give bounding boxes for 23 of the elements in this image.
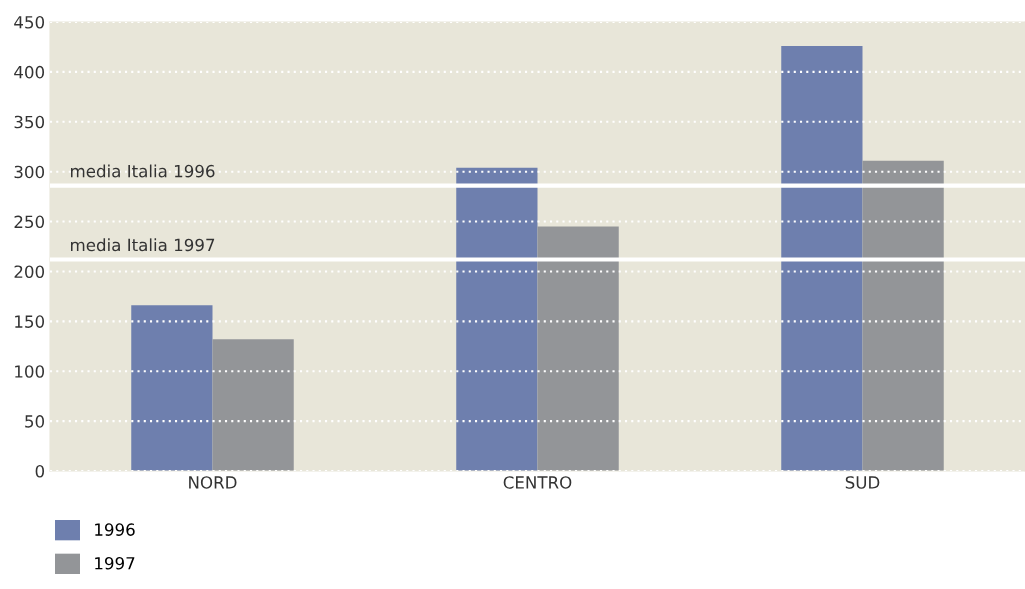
y-tick-label: 50: [25, 415, 45, 428]
x-tick-label: NORD: [189, 476, 237, 489]
y-tick-label: 0: [35, 464, 45, 478]
y-tick-label: 350: [14, 115, 45, 129]
y-tick-label: 450: [14, 15, 45, 29]
y-tick-label: 150: [15, 315, 45, 328]
bar: [781, 45, 863, 471]
legend-label: 1997: [95, 556, 135, 570]
bar: [212, 339, 294, 471]
y-tick-label: 300: [14, 165, 45, 179]
bar: [456, 167, 538, 471]
y-tick-label: 200: [14, 265, 45, 279]
legend-label: 1996: [95, 523, 135, 536]
bar: [537, 226, 619, 471]
x-tick-label: SUD: [845, 476, 880, 489]
ref-line-label: media Italia 1997: [71, 238, 215, 252]
bar: [131, 305, 213, 471]
y-tick-label: 250: [14, 215, 45, 229]
y-tick-label: 400: [14, 65, 45, 79]
y-tick-label: 100: [15, 365, 45, 378]
bar: [862, 160, 944, 471]
x-tick-label: CENTRO: [503, 476, 572, 489]
ref-line-label: media Italia 1996: [71, 164, 215, 178]
